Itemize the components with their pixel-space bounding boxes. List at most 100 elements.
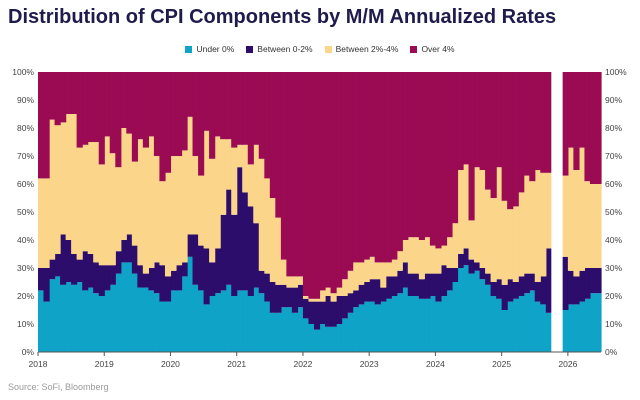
bar-segment-between-0-2 [242, 192, 249, 291]
bar-segment-under-0 [330, 326, 337, 352]
bar-segment-over-4 [512, 72, 519, 207]
bar-segment-under-0 [126, 262, 133, 352]
bar-segment-over-4 [170, 72, 177, 156]
legend-label-between-0-2: Between 0-2% [257, 44, 313, 54]
chart-title: Distribution of CPI Components by M/M An… [8, 6, 557, 28]
bar-segment-between-0-2 [131, 245, 138, 274]
bar-segment-between-0-2 [104, 265, 111, 291]
bar-segment-between-0-2 [385, 276, 392, 299]
bar-segment-over-4 [358, 72, 365, 263]
bar-segment-under-0 [181, 276, 188, 352]
bar-segment-between-0-2 [369, 279, 376, 302]
bar-segment-over-4 [214, 72, 221, 137]
bar-segment-between-2-4 [391, 259, 398, 277]
bar-segment-over-4 [264, 72, 271, 179]
bar-segment-between-0-2 [374, 279, 381, 305]
bar-segment-over-4 [115, 72, 122, 168]
bar-segment-over-4 [578, 72, 586, 148]
bar-segment-between-0-2 [529, 273, 536, 291]
y-tick-label-right: 100% [605, 67, 627, 77]
bar-segment-under-0 [485, 284, 492, 352]
bar-segment-over-4 [562, 72, 569, 176]
bar-segment-between-2-4 [512, 206, 519, 282]
bar-segment-under-0 [451, 282, 459, 352]
bar-segment-over-4 [457, 72, 464, 170]
bar-segment-between-2-4 [258, 158, 265, 271]
bar-segment-between-2-4 [220, 139, 227, 215]
bar-segment-between-0-2 [137, 265, 144, 288]
bar-segment-between-2-4 [308, 298, 315, 302]
bar-segment-between-2-4 [65, 114, 72, 240]
bar-segment-between-0-2 [231, 214, 238, 296]
bar-segment-over-4 [523, 72, 530, 176]
bar-segment-under-0 [137, 287, 144, 352]
bar-segment-over-4 [126, 72, 133, 134]
bar-segment-under-0 [490, 296, 497, 352]
bar-segment-over-4 [325, 72, 332, 288]
y-tick-label-right: 20% [605, 291, 622, 301]
y-tick-label-left: 0% [22, 347, 35, 357]
bar-segment-over-4 [120, 72, 127, 128]
bar-segment-between-0-2 [308, 301, 315, 324]
bar-segment-between-2-4 [358, 262, 365, 285]
bar-segment-under-0 [153, 293, 161, 352]
bar-segment-between-0-2 [120, 240, 127, 263]
bar-segment-between-2-4 [446, 237, 453, 268]
bar-segment-between-2-4 [104, 136, 111, 266]
legend-swatch-over-4 [410, 45, 418, 53]
bar-segment-between-0-2 [363, 282, 370, 302]
bar-segment-over-4 [269, 72, 276, 198]
bar-segment-between-0-2 [358, 284, 365, 305]
bar-segment-under-0 [341, 318, 348, 352]
bar-segment-between-0-2 [82, 251, 89, 291]
bar-segment-under-0 [512, 298, 519, 352]
bar-segment-over-4 [479, 72, 486, 170]
bar-segment-between-0-2 [87, 254, 94, 288]
legend-item-between-2-4: Between 2%-4% [324, 44, 398, 54]
bar-segment-over-4 [60, 72, 67, 123]
bar-segment-under-0 [98, 296, 105, 352]
bar-segment-over-4 [98, 72, 105, 165]
bar-segment-between-0-2 [198, 245, 205, 291]
bar-segment-between-2-4 [463, 164, 470, 249]
bar-segment-over-4 [192, 72, 199, 156]
bar-segment-between-2-4 [457, 170, 464, 254]
bar-segment-between-2-4 [374, 262, 381, 280]
bar-segment-between-2-4 [407, 237, 414, 274]
bar-segment-between-2-4 [573, 170, 580, 277]
bar-segment-between-0-2 [93, 262, 100, 294]
bar-segment-between-2-4 [584, 181, 591, 268]
bar-segment-under-0 [562, 310, 569, 352]
bar-segment-between-0-2 [584, 268, 591, 299]
bar-segment-under-0 [479, 279, 486, 352]
bar-segment-under-0 [164, 301, 172, 352]
bar-segment-over-4 [65, 72, 72, 114]
bar-segment-between-2-4 [440, 245, 448, 266]
bar-segment-under-0 [385, 298, 392, 352]
bar-segment-between-2-4 [175, 156, 183, 266]
bar-segment-between-0-2 [578, 270, 586, 302]
bar-segment-under-0 [391, 296, 398, 352]
x-tick-label: 2024 [426, 359, 445, 369]
y-tick-label-right: 30% [605, 263, 622, 273]
bar-segment-between-2-4 [280, 259, 287, 285]
y-tick-label-right: 80% [605, 123, 622, 133]
bar-segment-over-4 [76, 72, 83, 148]
bar-segment-over-4 [347, 72, 354, 271]
bar-segment-between-2-4 [424, 237, 431, 274]
bar-segment-over-4 [236, 72, 243, 145]
y-tick-label-right: 10% [605, 319, 622, 329]
bar-segment-over-4 [142, 72, 150, 148]
bar-segment-between-0-2 [567, 270, 574, 305]
bar-segment-between-2-4 [43, 178, 50, 268]
bar-segment-between-2-4 [518, 192, 525, 277]
x-tick-label: 2026 [558, 359, 577, 369]
bar-segment-between-2-4 [214, 136, 221, 249]
bar-segment-between-2-4 [485, 189, 492, 274]
bar-segment-over-4 [463, 72, 470, 165]
bar-segment-between-2-4 [567, 147, 574, 271]
bar-segment-between-2-4 [93, 142, 100, 263]
bar-segment-under-0 [474, 270, 481, 352]
bar-segment-over-4 [468, 72, 475, 221]
bar-segment-between-0-2 [286, 287, 293, 308]
